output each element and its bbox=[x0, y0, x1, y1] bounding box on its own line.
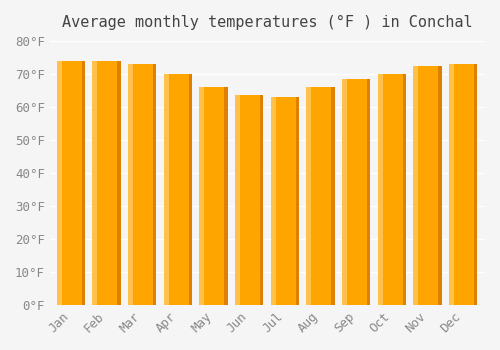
Bar bbox=[118, 61, 120, 305]
Bar bbox=[200, 87, 204, 305]
Bar bbox=[449, 64, 454, 305]
Bar bbox=[235, 96, 240, 305]
Bar bbox=[438, 66, 442, 305]
Bar bbox=[57, 61, 62, 305]
Bar bbox=[379, 74, 406, 305]
Bar bbox=[94, 61, 120, 305]
Bar bbox=[82, 61, 85, 305]
Bar bbox=[188, 74, 192, 305]
Bar bbox=[58, 61, 84, 305]
Bar bbox=[92, 61, 98, 305]
Bar bbox=[260, 96, 263, 305]
Bar bbox=[402, 74, 406, 305]
Bar bbox=[450, 64, 477, 305]
Bar bbox=[271, 97, 276, 305]
Bar bbox=[343, 79, 370, 305]
Bar bbox=[236, 96, 263, 305]
Bar bbox=[224, 87, 228, 305]
Bar bbox=[308, 87, 334, 305]
Bar bbox=[164, 74, 168, 305]
Bar bbox=[165, 74, 192, 305]
Bar bbox=[296, 97, 299, 305]
Bar bbox=[272, 97, 298, 305]
Bar bbox=[367, 79, 370, 305]
Bar bbox=[474, 64, 477, 305]
Bar bbox=[332, 87, 334, 305]
Bar bbox=[306, 87, 312, 305]
Bar bbox=[129, 64, 156, 305]
Bar bbox=[378, 74, 382, 305]
Bar bbox=[153, 64, 156, 305]
Bar bbox=[200, 87, 228, 305]
Bar bbox=[414, 66, 442, 305]
Bar bbox=[128, 64, 133, 305]
Title: Average monthly temperatures (°F ) in Conchal: Average monthly temperatures (°F ) in Co… bbox=[62, 15, 472, 30]
Bar bbox=[342, 79, 347, 305]
Bar bbox=[414, 66, 418, 305]
